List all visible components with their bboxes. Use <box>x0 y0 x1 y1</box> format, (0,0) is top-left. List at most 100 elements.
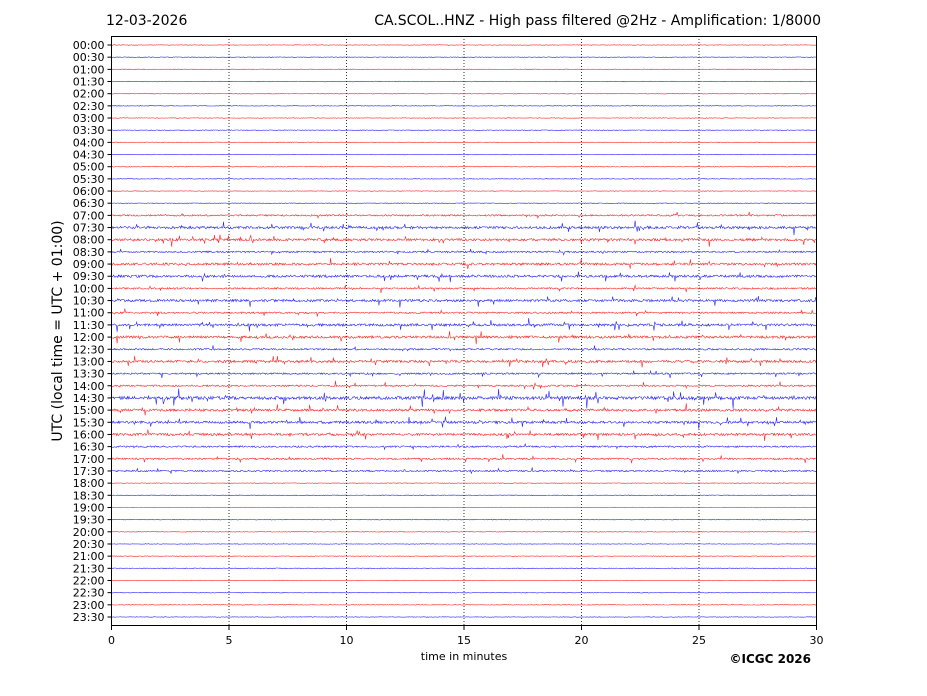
x-tick-label: 30 <box>810 634 824 647</box>
trace-1200 <box>111 331 817 345</box>
y-tick-label: 15:00 <box>73 404 105 417</box>
y-tick-label: 06:30 <box>73 197 105 210</box>
y-tick-label: 07:00 <box>73 209 105 222</box>
y-tick-label: 23:00 <box>73 599 105 612</box>
y-tick-label: 12:30 <box>73 343 105 356</box>
trace-0900 <box>111 258 817 270</box>
y-tick-label: 22:00 <box>73 574 105 587</box>
y-tick-label: 11:30 <box>73 319 105 332</box>
trace-2200 <box>111 579 817 582</box>
trace-1500 <box>111 403 817 416</box>
trace-1730 <box>111 467 817 475</box>
x-tick-label: 0 <box>108 634 115 647</box>
plot-frame <box>111 36 817 626</box>
trace-0000 <box>111 44 817 46</box>
trace-0400 <box>111 141 817 144</box>
trace-0430 <box>111 153 817 156</box>
trace-1600 <box>111 429 817 441</box>
x-axis-label: time in minutes <box>421 650 508 663</box>
trace-1900 <box>111 506 817 509</box>
y-tick-label: 01:30 <box>73 76 105 89</box>
y-tick-label: 21:30 <box>73 562 105 575</box>
y-tick-label: 14:30 <box>73 392 105 405</box>
trace-0930 <box>111 271 817 283</box>
y-tick-label: 19:00 <box>73 501 105 514</box>
copyright-text: ©ICGC 2026 <box>729 652 811 666</box>
y-tick-label: 19:30 <box>73 514 105 527</box>
trace-0500 <box>111 166 817 168</box>
y-tick-label: 18:00 <box>73 477 105 490</box>
trace-2130 <box>111 567 817 570</box>
trace-0630 <box>111 202 817 204</box>
y-tick-label: 04:00 <box>73 136 105 149</box>
trace-0030 <box>111 56 817 58</box>
y-tick-label: 06:00 <box>73 185 105 198</box>
y-tick-label: 17:30 <box>73 465 105 478</box>
trace-1930 <box>111 518 817 521</box>
y-tick-label: 14:00 <box>73 380 105 393</box>
y-tick-label: 04:30 <box>73 149 105 162</box>
trace-0700 <box>111 211 817 220</box>
y-tick-label: 17:00 <box>73 453 105 466</box>
trace-0200 <box>111 93 817 95</box>
trace-1830 <box>111 494 817 496</box>
y-tick-label: 13:30 <box>73 368 105 381</box>
trace-1630 <box>111 443 817 451</box>
y-tick-label: 01:00 <box>73 63 105 76</box>
chart-title: CA.SCOL..HNZ - High pass filtered @2Hz -… <box>374 13 821 29</box>
y-tick-label: 05:30 <box>73 173 105 186</box>
y-tick-label: 22:30 <box>73 587 105 600</box>
trace-1430 <box>111 388 817 409</box>
y-tick-label: 10:30 <box>73 295 105 308</box>
trace-0300 <box>111 117 817 119</box>
x-tick-label: 15 <box>457 634 471 647</box>
trace-0830 <box>111 248 817 256</box>
trace-1400 <box>111 380 817 390</box>
x-tick-label: 20 <box>575 634 589 647</box>
y-tick-label: 13:00 <box>73 355 105 368</box>
trace-1000 <box>111 284 817 293</box>
y-tick-label: 00:30 <box>73 51 105 64</box>
y-tick-label: 08:00 <box>73 234 105 247</box>
y-tick-label: 05:00 <box>73 161 105 174</box>
trace-2230 <box>111 591 817 594</box>
trace-0730 <box>111 220 817 236</box>
y-tick-label: 20:00 <box>73 526 105 539</box>
y-tick-label: 00:00 <box>73 39 105 52</box>
y-tick-label: 23:30 <box>73 611 105 624</box>
x-tick-label: 10 <box>340 634 354 647</box>
trace-2000 <box>111 531 817 533</box>
y-tick-label: 02:30 <box>73 100 105 113</box>
trace-1100 <box>111 308 817 317</box>
y-tick-label: 16:00 <box>73 428 105 441</box>
y-tick-label: 07:30 <box>73 222 105 235</box>
y-tick-label: 18:30 <box>73 489 105 502</box>
trace-1330 <box>111 369 817 379</box>
trace-0600 <box>111 190 817 192</box>
trace-0100 <box>111 68 817 70</box>
y-tick-label: 03:00 <box>73 112 105 125</box>
y-tick-label: 10:00 <box>73 282 105 295</box>
trace-0230 <box>111 105 817 107</box>
y-tick-label: 16:30 <box>73 441 105 454</box>
y-tick-label: 11:00 <box>73 307 105 320</box>
y-tick-label: 20:30 <box>73 538 105 551</box>
trace-2100 <box>111 555 817 557</box>
trace-1130 <box>111 317 817 332</box>
trace-0330 <box>111 129 817 132</box>
y-tick-label: 03:30 <box>73 124 105 137</box>
trace-2330 <box>111 616 817 618</box>
trace-1530 <box>111 416 817 430</box>
trace-1230 <box>111 345 817 352</box>
y-axis-label: UTC (local time = UTC + 01:00) <box>50 220 66 441</box>
trace-0130 <box>111 80 817 83</box>
trace-1800 <box>111 482 817 484</box>
trace-1030 <box>111 296 817 308</box>
y-tick-label: 15:30 <box>73 416 105 429</box>
y-tick-label: 12:00 <box>73 331 105 344</box>
x-tick-label: 25 <box>692 634 706 647</box>
trace-0800 <box>111 234 817 247</box>
trace-1300 <box>111 355 817 368</box>
chart-date: 12-03-2026 <box>106 13 187 29</box>
